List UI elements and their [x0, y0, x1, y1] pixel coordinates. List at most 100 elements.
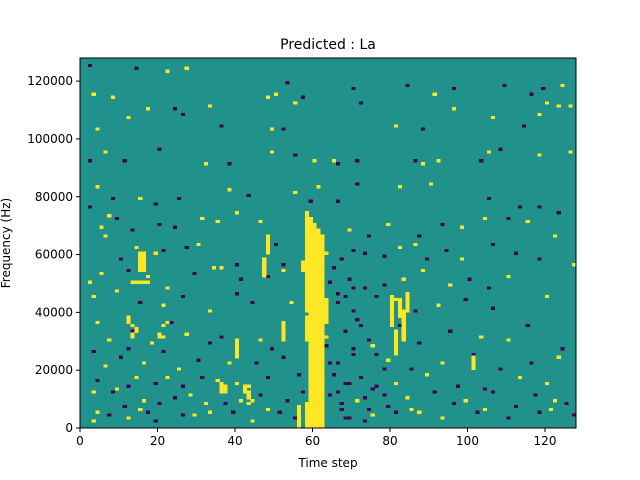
heatmap-cell	[432, 390, 437, 394]
heatmap-cell	[552, 234, 557, 238]
heatmap-cell	[517, 205, 523, 209]
heatmap-cell	[269, 347, 275, 351]
heatmap-cell	[138, 251, 143, 255]
heatmap-cell	[459, 225, 464, 229]
heatmap-cell	[564, 401, 569, 406]
heatmap-band	[316, 228, 321, 428]
heatmap-cell	[130, 329, 135, 333]
heatmap-cell	[231, 410, 236, 414]
heatmap-cell	[351, 347, 356, 351]
heatmap-cell	[176, 367, 182, 371]
heatmap-band	[308, 338, 313, 405]
heatmap-cell	[324, 335, 329, 339]
heatmap-cell	[409, 407, 414, 411]
heatmap-cell	[87, 205, 92, 209]
heatmap-band	[393, 329, 399, 356]
heatmap-cell	[417, 410, 422, 414]
y-tick-label: 0	[65, 421, 73, 435]
heatmap-cell	[126, 315, 131, 319]
heatmap-cell	[351, 309, 356, 313]
heatmap-cell	[107, 338, 112, 342]
heatmap-cell	[359, 375, 364, 380]
heatmap-cell	[428, 182, 433, 186]
heatmap-cell	[479, 335, 484, 339]
heatmap-cell	[114, 216, 120, 221]
heatmap-cell	[351, 248, 356, 252]
heatmap-cell	[444, 248, 449, 252]
heatmap-cell	[413, 159, 418, 163]
heatmap-cell	[355, 399, 360, 403]
heatmap-cell	[479, 159, 484, 163]
heatmap-cell	[219, 384, 224, 388]
heatmap-cell	[359, 101, 364, 105]
heatmap-cell	[266, 375, 271, 380]
heatmap-band	[304, 401, 309, 428]
heatmap-cell	[374, 352, 379, 357]
heatmap-cell	[250, 300, 255, 305]
heatmap-cell	[463, 399, 468, 403]
heatmap-cell	[281, 263, 286, 267]
heatmap-cell	[215, 219, 220, 224]
heatmap-cell	[374, 295, 379, 299]
heatmap-cell	[99, 271, 104, 276]
heatmap-cell	[331, 266, 337, 270]
heatmap-cell	[328, 393, 333, 397]
heatmap-cell	[568, 104, 573, 108]
heatmap-cell	[95, 185, 100, 189]
heatmap-cell	[192, 413, 197, 417]
heatmap-cell	[219, 390, 224, 394]
heatmap-cell	[134, 66, 139, 70]
heatmap-cell	[370, 344, 375, 348]
heatmap-cell	[382, 254, 387, 258]
heatmap-cell	[200, 375, 205, 380]
heatmap-cell	[545, 101, 550, 105]
heatmap-cell	[134, 326, 139, 331]
heatmap-cell	[335, 199, 340, 203]
heatmap-cell	[293, 416, 298, 420]
heatmap-cell	[339, 401, 344, 406]
heatmap-cell	[107, 413, 112, 417]
heatmap-cell	[207, 341, 213, 345]
heatmap-cell	[87, 159, 92, 163]
heatmap-cell	[192, 271, 197, 276]
heatmap-cell	[273, 243, 278, 247]
heatmap-cell	[149, 341, 154, 345]
heatmap-cell	[95, 410, 100, 414]
heatmap-cell	[114, 387, 120, 391]
heatmap-cell	[335, 300, 340, 305]
heatmap-cell	[87, 63, 92, 67]
heatmap-cell	[300, 390, 306, 394]
heatmap-cell	[184, 332, 189, 336]
heatmap-cell	[397, 185, 402, 189]
y-tick-label: 80000	[35, 190, 73, 204]
heatmap-cell	[111, 390, 116, 394]
heatmap-cell	[556, 355, 561, 359]
heatmap-cell	[103, 150, 108, 154]
heatmap-cell	[142, 260, 147, 264]
x-tick-label: 80	[382, 434, 397, 448]
heatmap-cell	[347, 381, 352, 385]
heatmap-cell	[440, 222, 445, 226]
heatmap-cell	[506, 338, 511, 342]
heatmap-band	[304, 315, 309, 342]
heatmap-cell	[467, 277, 472, 281]
heatmap-cell	[91, 390, 96, 394]
heatmap-cell	[537, 112, 542, 117]
heatmap-cell	[417, 341, 422, 345]
heatmap-cell	[424, 257, 430, 261]
heatmap-cell	[254, 361, 259, 365]
heatmap-cell	[409, 367, 414, 371]
heatmap-cell	[393, 297, 399, 302]
heatmap-cell	[413, 309, 418, 313]
heatmap-cell	[556, 104, 561, 108]
heatmap-cell	[196, 358, 201, 362]
chart-title: Predicted : La	[280, 37, 376, 53]
heatmap-band	[316, 234, 321, 261]
heatmap-cell	[572, 263, 577, 267]
heatmap-cell	[281, 269, 286, 273]
heatmap-cell	[134, 375, 139, 380]
heatmap-cell	[498, 147, 503, 151]
heatmap-cell	[126, 384, 131, 388]
heatmap-cell	[490, 306, 495, 310]
heatmap-cell	[184, 245, 189, 250]
